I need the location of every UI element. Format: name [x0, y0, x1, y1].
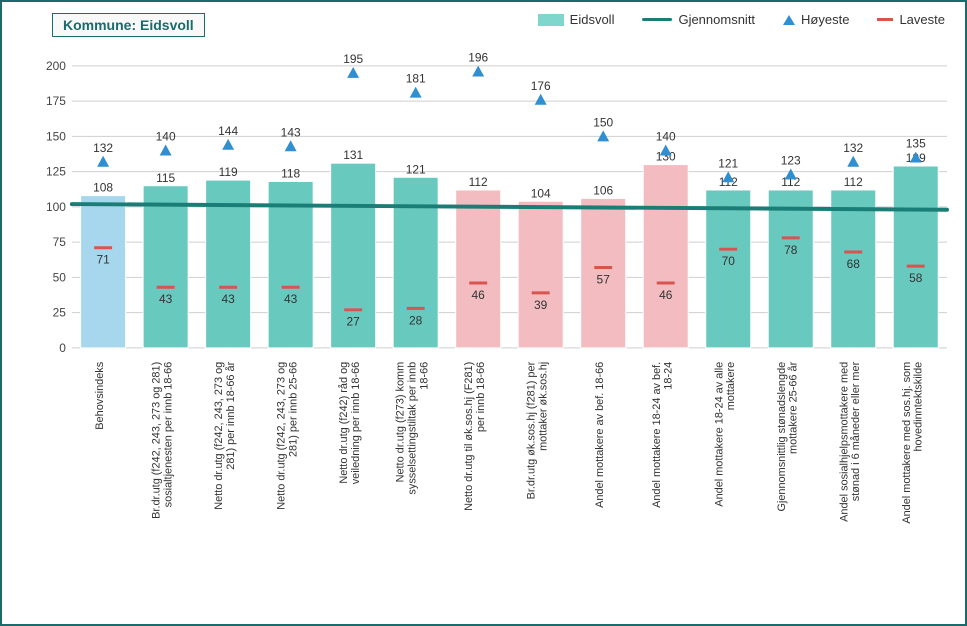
legend-avg-label: Gjennomsnitt	[678, 12, 755, 27]
svg-text:200: 200	[46, 59, 66, 73]
svg-text:132: 132	[93, 141, 113, 155]
svg-text:108: 108	[93, 181, 113, 195]
svg-text:39: 39	[534, 298, 548, 312]
svg-text:Behovsindeks: Behovsindeks	[94, 361, 106, 429]
svg-text:43: 43	[159, 292, 173, 306]
chart-frame: Kommune: Eidsvoll Eidsvoll Gjennomsnitt …	[0, 0, 967, 626]
svg-text:143: 143	[281, 125, 301, 139]
svg-text:140: 140	[156, 130, 176, 144]
svg-text:Netto dr.utg (f242, 243, 273 o: Netto dr.utg (f242, 243, 273 og281) per …	[276, 362, 300, 510]
svg-text:Andel mottakere av bef. 18-66: Andel mottakere av bef. 18-66	[594, 362, 606, 508]
svg-text:150: 150	[46, 129, 66, 143]
legend-bar: Eidsvoll	[538, 12, 615, 27]
legend-bar-label: Eidsvoll	[570, 12, 615, 27]
svg-text:Andel sosialhjelpsmottakere me: Andel sosialhjelpsmottakere medstønad i …	[838, 361, 862, 521]
legend-low-label: Laveste	[899, 12, 945, 27]
svg-text:Andel mottakere 18-24 av allem: Andel mottakere 18-24 av allemottakere	[713, 362, 737, 507]
triangle-swatch-icon	[783, 15, 795, 25]
svg-text:71: 71	[96, 253, 110, 267]
svg-text:27: 27	[347, 315, 361, 329]
svg-text:Netto dr.utg til øk.sos.hj (F2: Netto dr.utg til øk.sos.hj (F281)per inn…	[463, 362, 487, 511]
svg-text:Netto dr.utg (f273) kommsyssel: Netto dr.utg (f273) kommsysselsettingsti…	[395, 362, 431, 495]
svg-text:0: 0	[59, 341, 66, 355]
svg-text:123: 123	[781, 154, 801, 168]
svg-text:118: 118	[281, 167, 300, 181]
svg-text:150: 150	[593, 115, 613, 129]
svg-text:176: 176	[531, 79, 551, 93]
svg-text:121: 121	[406, 162, 426, 176]
kommune-box: Kommune: Eidsvoll	[52, 13, 205, 37]
svg-text:144: 144	[218, 124, 238, 138]
svg-text:119: 119	[219, 165, 238, 179]
svg-text:140: 140	[656, 130, 676, 144]
svg-text:78: 78	[784, 243, 798, 257]
dash-swatch-icon	[877, 18, 893, 21]
svg-text:125: 125	[46, 165, 66, 179]
svg-text:132: 132	[843, 141, 863, 155]
svg-text:Netto dr.utg (f242) råd ogveil: Netto dr.utg (f242) råd ogveiledning per…	[338, 362, 362, 485]
svg-text:68: 68	[847, 257, 861, 271]
bar-swatch-icon	[538, 14, 564, 26]
chart-svg: 0 25 50 75 100 125 150 175 200 108 132 71 115 140 43 11…	[42, 50, 951, 614]
svg-text:Br.dr.utg øk.sos.hj (f281) per: Br.dr.utg øk.sos.hj (f281) permottaker ø…	[526, 361, 550, 499]
svg-text:43: 43	[284, 292, 298, 306]
legend-low: Laveste	[877, 12, 945, 27]
svg-text:104: 104	[531, 186, 551, 200]
svg-text:135: 135	[906, 137, 926, 151]
svg-text:75: 75	[53, 235, 67, 249]
legend-high-label: Høyeste	[801, 12, 849, 27]
svg-text:28: 28	[409, 313, 423, 327]
svg-text:115: 115	[156, 171, 175, 185]
legend-avg: Gjennomsnitt	[642, 12, 755, 27]
svg-text:112: 112	[469, 175, 488, 189]
svg-text:46: 46	[659, 288, 673, 302]
legend: Eidsvoll Gjennomsnitt Høyeste Laveste	[538, 12, 945, 27]
svg-text:195: 195	[343, 52, 363, 66]
svg-text:196: 196	[468, 51, 488, 65]
svg-text:175: 175	[46, 94, 66, 108]
plot-area: 0 25 50 75 100 125 150 175 200 108 132 71 115 140 43 11…	[42, 50, 951, 614]
svg-text:43: 43	[222, 292, 236, 306]
svg-text:57: 57	[597, 272, 611, 286]
svg-text:25: 25	[53, 306, 67, 320]
svg-text:112: 112	[844, 175, 863, 189]
svg-text:58: 58	[909, 271, 923, 285]
legend-high: Høyeste	[783, 12, 849, 27]
svg-text:Netto dr.utg (f242, 243, 273 o: Netto dr.utg (f242, 243, 273 og281) per …	[213, 361, 237, 509]
svg-text:Gjennomsnittlig stønadslengdem: Gjennomsnittlig stønadslengdemottakere 2…	[776, 361, 800, 511]
svg-text:121: 121	[718, 156, 738, 170]
svg-text:181: 181	[406, 72, 426, 86]
line-swatch-icon	[642, 18, 672, 21]
svg-text:100: 100	[46, 200, 66, 214]
svg-text:70: 70	[722, 254, 736, 268]
svg-text:131: 131	[343, 148, 363, 162]
svg-text:Br.dr.utg (f242, 243, 273 og 2: Br.dr.utg (f242, 243, 273 og 281)sosialt…	[151, 362, 175, 519]
svg-text:106: 106	[593, 183, 613, 197]
svg-text:50: 50	[53, 270, 67, 284]
svg-text:Andel mottakere 18-24 av bef.1: Andel mottakere 18-24 av bef.18-24	[651, 362, 675, 508]
svg-text:Andel mottakere med sos.hj. so: Andel mottakere med sos.hj. somhovedinnt…	[901, 362, 925, 524]
svg-text:46: 46	[472, 288, 486, 302]
